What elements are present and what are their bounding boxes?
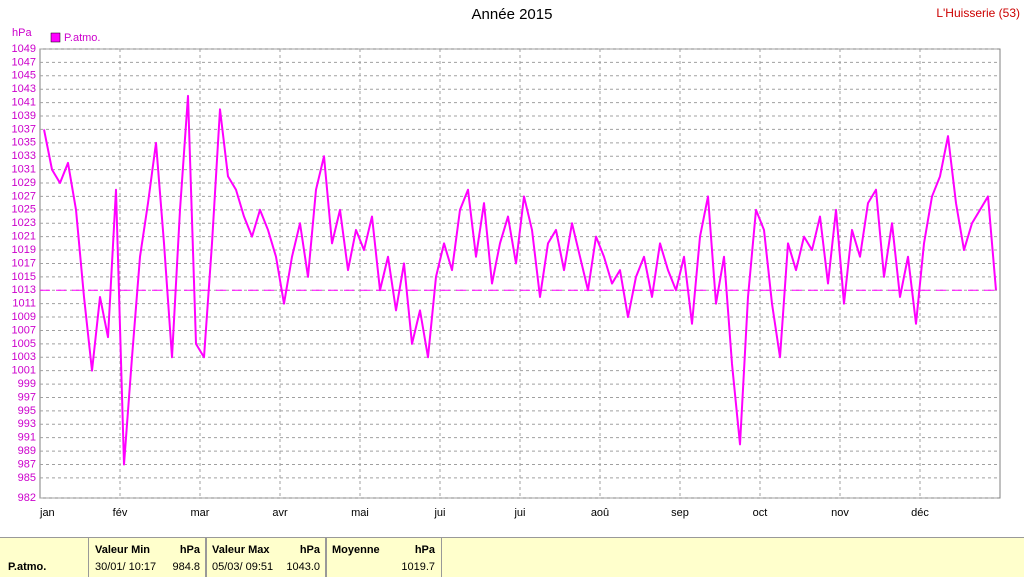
y-tick-label: 1041 — [12, 97, 36, 109]
x-tick-label: déc — [911, 507, 929, 519]
y-axis-label: hPa — [12, 27, 32, 39]
x-tick-label: oct — [753, 507, 768, 519]
legend-swatch — [50, 32, 61, 43]
stats-unit: hPa — [299, 544, 320, 556]
x-tick-label: aoû — [591, 507, 609, 519]
y-tick-label: 989 — [18, 445, 36, 457]
stats-date: 05/03/ 09:51 — [212, 561, 274, 573]
row-label: P.atmo. — [8, 561, 47, 573]
pressure-line — [43, 94, 997, 466]
y-tick-label: 1037 — [12, 123, 36, 135]
x-tick-label: sep — [671, 507, 689, 519]
stats-title: Valeur Max — [212, 544, 270, 556]
y-tick-label: 1045 — [12, 70, 36, 82]
x-tick-label: avr — [272, 507, 288, 519]
x-tick-label: nov — [831, 507, 849, 519]
stats-unit: hPa — [179, 544, 200, 556]
stats-block: Valeur Max hPa 05/03/ 09:51 1043.0 — [205, 538, 327, 577]
y-tick-label: 1019 — [12, 244, 36, 256]
stats-value: 1043.0 — [286, 561, 320, 573]
y-tick-label: 985 — [18, 472, 36, 484]
stats-value: 984.8 — [172, 561, 200, 573]
stats-block: Valeur Min hPa 30/01/ 10:17 984.8 — [88, 538, 207, 577]
y-tick-label: 1015 — [12, 271, 36, 283]
stats-value: 1019.7 — [401, 561, 435, 573]
y-tick-label: 1047 — [12, 56, 36, 68]
x-tick-label: jan — [39, 507, 55, 519]
y-tick-label: 1023 — [12, 217, 36, 229]
y-tick-label: 1049 — [12, 43, 36, 55]
y-tick-label: 1005 — [12, 338, 36, 350]
stats-table: P.atmo. Valeur Min hPa 30/01/ 10:17 984.8 Val… — [0, 537, 1024, 577]
y-tick-label: 1035 — [12, 137, 36, 149]
x-tick-label: jui — [433, 507, 445, 519]
stats-title: Moyenne — [332, 544, 380, 556]
y-tick-label: 1039 — [12, 110, 36, 122]
y-tick-label: 1017 — [12, 257, 36, 269]
y-tick-label: 1033 — [12, 150, 36, 162]
y-tick-label: 999 — [18, 378, 36, 390]
y-tick-label: 1009 — [12, 311, 36, 323]
chart-title: Année 2015 — [472, 6, 553, 23]
y-tick-label: 997 — [18, 391, 36, 403]
x-tick-label: jui — [513, 507, 525, 519]
y-tick-label: 1013 — [12, 284, 36, 296]
station-name: L'Huisserie (53) — [936, 6, 1020, 20]
x-tick-label: mar — [191, 507, 210, 519]
stats-date: 30/01/ 10:17 — [95, 561, 157, 573]
y-tick-label: 1027 — [12, 190, 36, 202]
y-tick-label: 995 — [18, 405, 36, 417]
y-tick-label: 1011 — [12, 298, 36, 310]
y-tick-label: 1025 — [12, 204, 36, 216]
x-tick-label: fév — [113, 507, 128, 519]
y-tick-label: 1007 — [12, 324, 36, 336]
y-tick-label: 1031 — [12, 164, 36, 176]
stats-title: Valeur Min — [95, 544, 151, 556]
y-tick-label: 1029 — [12, 177, 36, 189]
y-tick-label: 987 — [18, 458, 36, 470]
y-tick-label: 1001 — [12, 365, 36, 377]
y-tick-label: 991 — [18, 432, 36, 444]
stats-unit: hPa — [414, 544, 435, 556]
y-tick-label: 1043 — [12, 83, 36, 95]
y-tick-label: 1021 — [12, 231, 36, 243]
stats-block: Moyenne hPa 1019.7 — [325, 538, 442, 577]
legend-label: P.atmo. — [64, 32, 101, 44]
y-tick-label: 993 — [18, 418, 36, 430]
y-tick-label: 1003 — [12, 351, 36, 363]
chart: Année 2015 L'Huisserie (53) hPa 982 985 98… — [12, 6, 1020, 519]
y-tick-label: 982 — [18, 492, 36, 504]
x-tick-label: mai — [351, 507, 369, 519]
